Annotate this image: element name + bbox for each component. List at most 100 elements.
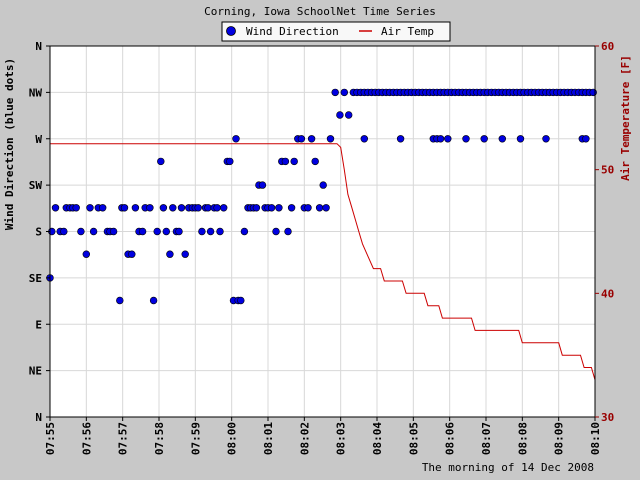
wind-point [237, 296, 245, 305]
x-tick-label: 08:05 [407, 422, 420, 455]
x-tick-label: 07:55 [44, 422, 57, 455]
wind-point [516, 135, 525, 143]
wind-point [498, 135, 506, 143]
wind-point [307, 135, 316, 143]
wind-point [232, 135, 240, 143]
wind-point [131, 204, 140, 212]
wind-point [149, 296, 158, 305]
x-tick-label: 07:58 [153, 422, 166, 455]
x-tick-label: 07:57 [117, 422, 130, 455]
wind-point [315, 204, 324, 212]
wind-point [109, 227, 118, 236]
legend-wind-marker [226, 26, 236, 36]
wind-point [159, 204, 168, 212]
left-tick-label: SW [29, 179, 43, 192]
right-axis-label: Air Temperature [F] [619, 55, 632, 181]
wind-point [287, 204, 296, 212]
legend: Wind Direction Air Temp [221, 21, 451, 42]
left-axis: N NW W SW S SE E NE N [29, 40, 50, 424]
right-axis: 60 50 40 30 [595, 40, 614, 424]
wind-point [204, 204, 212, 212]
wind-point [326, 135, 335, 143]
temp-series [50, 143, 596, 381]
wind-point [86, 204, 94, 212]
wind-point [51, 204, 60, 212]
legend-temp-label: Air Temp [381, 25, 434, 38]
wind-point [226, 157, 234, 166]
left-tick-label: E [35, 318, 42, 331]
right-tick-label: 30 [601, 411, 614, 424]
x-tick-label: 08:03 [335, 422, 348, 455]
wind-point [281, 157, 290, 166]
x-tick-label: 08:01 [262, 422, 275, 455]
wind-point [175, 227, 183, 236]
x-tick-label: 07:59 [189, 422, 202, 455]
wind-point [240, 227, 249, 236]
wind-point [177, 204, 186, 212]
wind-point [444, 135, 452, 143]
left-tick-label: NE [29, 365, 42, 378]
wind-point [252, 204, 261, 212]
right-tick-label: 50 [601, 164, 614, 177]
wind-point [138, 227, 147, 236]
legend-wind-label: Wind Direction [246, 25, 339, 38]
wind-point [169, 204, 177, 212]
wind-point [297, 135, 306, 143]
wind-point [331, 88, 339, 97]
wind-point [206, 227, 215, 236]
wind-point [345, 111, 353, 119]
wind-point [60, 227, 68, 236]
legend-box [221, 21, 451, 42]
wind-point [162, 227, 171, 236]
x-axis: 07:55 07:56 07:57 07:58 07:59 08:00 08:01 08:02… [44, 417, 602, 455]
chart-title: Corning, Iowa SchoolNet Time Series [204, 5, 436, 18]
left-tick-label: S [35, 226, 42, 239]
wind-point [462, 135, 470, 143]
x-tick-label: 08:08 [516, 422, 529, 455]
wind-point [213, 204, 221, 212]
wind-point [322, 204, 330, 212]
wind-point [582, 135, 590, 143]
wind-point [72, 204, 80, 212]
x-tick-label: 08:07 [480, 422, 493, 455]
wind-point [98, 204, 107, 212]
wind-point [480, 135, 488, 143]
wind-point [166, 250, 174, 258]
left-tick-label: N [35, 411, 42, 424]
left-tick-label: N [35, 40, 42, 53]
wind-point [284, 227, 292, 236]
wind-point [82, 250, 91, 258]
right-tick-label: 60 [601, 40, 614, 53]
wind-point [396, 135, 405, 143]
wind-point [436, 135, 445, 143]
wind-point [198, 227, 206, 236]
wind-point [216, 227, 224, 236]
wind-point [542, 135, 550, 143]
wind-point [116, 296, 124, 305]
x-axis-label: The morning of 14 Dec 2008 [422, 461, 594, 474]
x-tick-label: 08:10 [589, 422, 602, 455]
left-tick-label: NW [29, 86, 43, 99]
left-tick-label: W [35, 133, 42, 146]
wind-series [46, 88, 597, 305]
wind-point [267, 204, 276, 212]
wind-point [360, 135, 368, 143]
wind-point [220, 204, 228, 212]
wind-point [311, 157, 319, 166]
wind-point [272, 227, 280, 236]
right-tick-label: 40 [601, 287, 614, 300]
wind-point [589, 88, 597, 97]
left-axis-label: Wind Direction (blue dots) [3, 58, 16, 230]
x-tick-label: 08:06 [444, 422, 457, 455]
x-tick-label: 08:09 [553, 422, 566, 455]
x-tick-label: 08:00 [226, 422, 239, 455]
wind-point [153, 227, 161, 236]
wind-point [275, 204, 283, 212]
wind-point [128, 250, 136, 258]
wind-point [194, 204, 202, 212]
wind-point [340, 88, 348, 97]
wind-point [181, 250, 189, 258]
x-tick-label: 08:02 [298, 422, 311, 455]
x-tick-label: 07:56 [80, 422, 93, 455]
